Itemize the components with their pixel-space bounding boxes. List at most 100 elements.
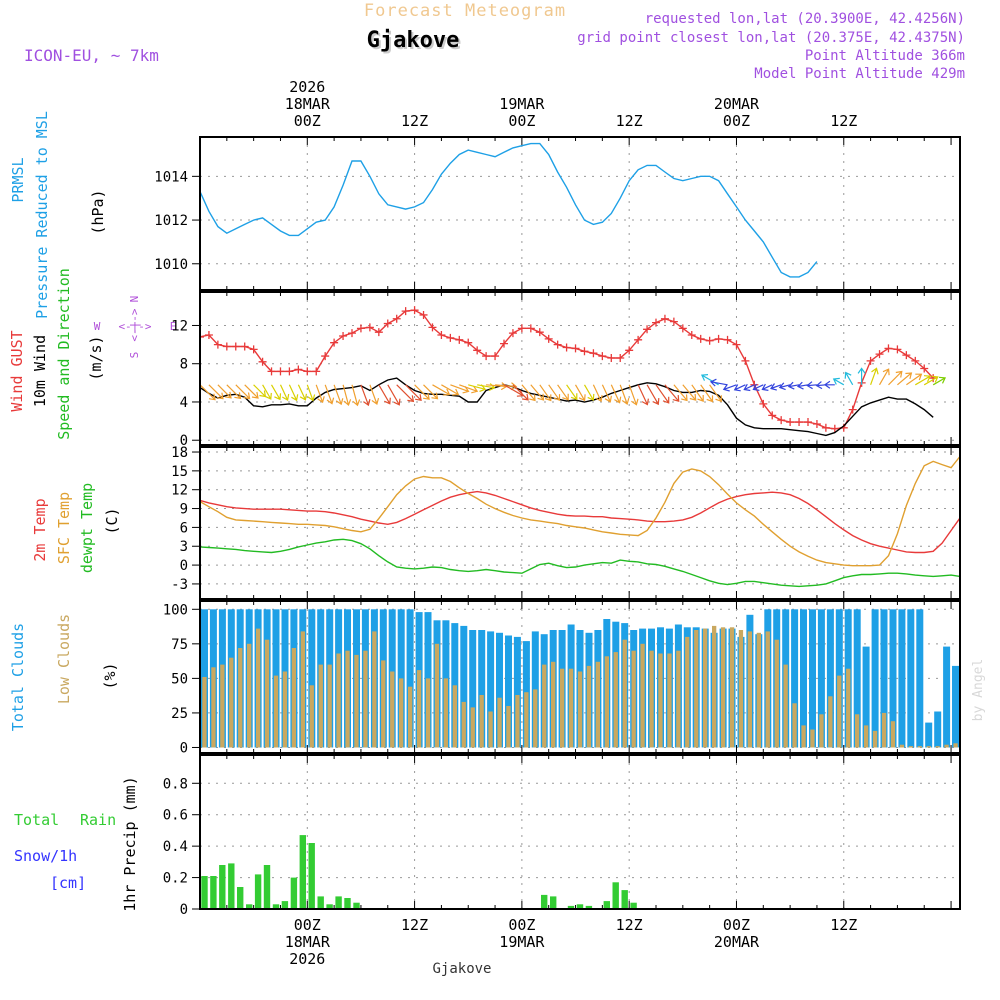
panel-frame bbox=[199, 446, 961, 600]
panel-body bbox=[201, 609, 959, 748]
series-line bbox=[200, 455, 960, 567]
bar bbox=[783, 664, 788, 748]
panel-body bbox=[200, 142, 818, 278]
ytick-label: 0.4 bbox=[163, 839, 188, 855]
wind-arrow bbox=[235, 384, 251, 400]
panel-body bbox=[200, 306, 947, 437]
gust-marker bbox=[732, 340, 741, 349]
bar bbox=[229, 657, 234, 748]
wind-arrow bbox=[512, 384, 529, 401]
gust-marker bbox=[821, 423, 830, 432]
bar bbox=[201, 876, 208, 909]
ytick-label: 18 bbox=[171, 445, 188, 461]
time-label-top: 2026 bbox=[289, 78, 325, 96]
time-label-top: 00Z bbox=[723, 112, 750, 130]
wind-arrow bbox=[664, 384, 680, 403]
gust-marker bbox=[303, 367, 312, 376]
bar bbox=[354, 654, 359, 748]
bar bbox=[317, 896, 324, 909]
bar bbox=[952, 665, 959, 748]
bar bbox=[363, 650, 368, 748]
wind-arrow bbox=[906, 373, 923, 386]
wind-arrow bbox=[610, 384, 622, 404]
bar bbox=[658, 653, 663, 748]
bar bbox=[756, 632, 761, 748]
gust-marker bbox=[339, 331, 348, 340]
bar bbox=[479, 695, 484, 748]
bar bbox=[291, 648, 296, 748]
wind-arrow bbox=[673, 384, 688, 402]
gust-marker bbox=[258, 357, 267, 366]
wind-arrow bbox=[897, 372, 913, 386]
ytick-label: -3 bbox=[171, 577, 188, 593]
gust-marker bbox=[473, 346, 482, 355]
panel-frame bbox=[199, 600, 961, 754]
wind-arrow bbox=[743, 383, 755, 392]
ytick-label: 1012 bbox=[154, 213, 188, 229]
bar bbox=[273, 675, 279, 748]
gust-marker bbox=[526, 324, 535, 333]
grid-point-coords: grid point closest lon,lat (20.375E, 42.… bbox=[577, 30, 965, 46]
wind-arrow bbox=[414, 384, 430, 400]
bar bbox=[443, 678, 448, 748]
bar bbox=[300, 631, 305, 748]
label-low-clouds: Low Clouds bbox=[55, 614, 73, 704]
wind-arrow bbox=[709, 378, 728, 387]
gust-marker bbox=[392, 314, 401, 323]
wind-arrow bbox=[832, 377, 845, 386]
gust-marker bbox=[356, 324, 365, 333]
time-label-top: 00Z bbox=[508, 112, 535, 130]
bar bbox=[281, 901, 289, 909]
bar bbox=[469, 630, 477, 748]
bar bbox=[747, 631, 752, 748]
wind-arrow bbox=[200, 384, 216, 401]
gust-marker bbox=[920, 364, 929, 373]
label-wind-gust: Wind GUST bbox=[8, 330, 26, 411]
wind-arrow bbox=[387, 384, 401, 406]
ytick-label: 0 bbox=[180, 433, 188, 449]
bar bbox=[889, 609, 897, 748]
wind-arrow bbox=[333, 384, 344, 406]
time-label-bottom: 12Z bbox=[830, 916, 857, 934]
wind-arrow bbox=[682, 384, 697, 401]
bar bbox=[237, 887, 244, 909]
wind-arrow bbox=[306, 384, 316, 402]
bar bbox=[810, 729, 815, 748]
wind-arrow bbox=[459, 384, 479, 394]
panel-frame bbox=[199, 136, 961, 291]
bar bbox=[595, 661, 600, 748]
wind-arrow bbox=[628, 384, 639, 406]
bar bbox=[791, 609, 799, 748]
gust-marker bbox=[312, 367, 321, 376]
bar bbox=[685, 636, 690, 748]
ytick-label: 15 bbox=[171, 464, 188, 480]
bar bbox=[774, 639, 779, 748]
location-title: Gjakove bbox=[367, 28, 460, 53]
wind-arrow bbox=[888, 370, 903, 386]
requested-coords: requested lon,lat (20.3900E, 42.4256N) bbox=[645, 11, 965, 27]
wind-arrow bbox=[761, 383, 773, 391]
wind-arrow bbox=[770, 383, 782, 391]
bar bbox=[604, 656, 609, 748]
time-label-top: 18MAR bbox=[285, 95, 331, 113]
wind-arrow bbox=[288, 384, 299, 402]
bar bbox=[720, 627, 726, 748]
series-line bbox=[200, 490, 960, 554]
time-label-bottom: 00Z bbox=[294, 916, 321, 934]
wind-arrow bbox=[574, 384, 586, 402]
gust-marker bbox=[759, 399, 768, 408]
bar bbox=[505, 635, 512, 748]
bar bbox=[542, 664, 547, 748]
panel-frame bbox=[199, 754, 961, 910]
gust-marker bbox=[768, 411, 777, 420]
compass-horizontal: <-|-> bbox=[118, 320, 151, 333]
bar bbox=[765, 631, 770, 748]
wind-arrow bbox=[914, 375, 932, 386]
chart-subtitle: Forecast Meteogram bbox=[364, 1, 566, 21]
wind-arrow bbox=[566, 384, 578, 401]
wind-arrow bbox=[503, 384, 524, 397]
gust-marker bbox=[911, 356, 920, 365]
bar bbox=[254, 874, 262, 909]
label-total-clouds: Total Clouds bbox=[9, 623, 27, 731]
bar bbox=[541, 894, 548, 909]
